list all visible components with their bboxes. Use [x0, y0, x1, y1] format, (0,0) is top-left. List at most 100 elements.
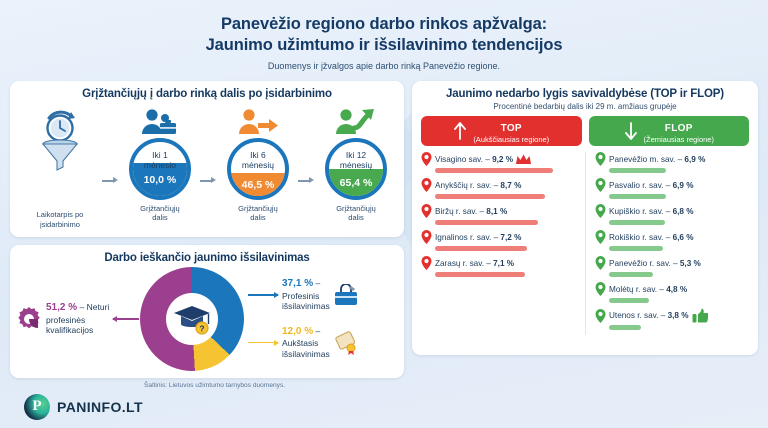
toolbox-icon [334, 284, 357, 306]
education-legend-item-0: 51,2 % – Neturi profesinės kvalifikacijo… [46, 302, 109, 336]
list-item-name: Anykščių r. sav. [435, 180, 492, 190]
brand-name: PANINFO.LT [57, 398, 143, 415]
list-item-value: 9,2 % [492, 154, 514, 164]
list-item[interactable]: Molėtų r. sav. – 4,8 % [595, 282, 749, 304]
list-item[interactable]: Pasvalio r. sav. – 6,9 % [595, 178, 749, 200]
flow-stage-3-caption: Grįžtančiųjų dalis [336, 204, 376, 223]
list-item[interactable]: Rokiškio r. sav. – 6,6 % [595, 230, 749, 252]
list-item[interactable]: Kupiškio r. sav. – 6,8 % [595, 204, 749, 226]
list-item-bar [435, 219, 538, 226]
list-item-bar [609, 219, 665, 226]
flop-badge[interactable]: FLOP (Žemiausias regione) [588, 116, 749, 147]
list-item-value: 3,8 % [667, 311, 689, 321]
list-item-value: 8,7 % [500, 180, 522, 190]
flop-badge-label: FLOP [664, 123, 693, 135]
flow-start-caption: Laikotarpis po įsidarbinimo [36, 210, 84, 229]
flop-list: Panevėžio m. sav. – 6,9 % Pasvalio r. sa… [585, 152, 749, 336]
education-connector-2 [248, 342, 278, 344]
map-pin-icon [421, 256, 432, 271]
flow-stage-3-value: 65,4 % [329, 169, 383, 197]
list-item-value: 8,1 % [486, 206, 508, 216]
page-title: Panevėžio regiono darbo rinkos apžvalga:… [0, 14, 768, 56]
list-item-value: 7,2 % [500, 232, 522, 242]
list-item-value: 4,8 % [666, 284, 688, 294]
education-legend-pct-1: 37,1 % [282, 278, 314, 290]
top-badge[interactable]: TOP (Aukščiausias regione) [421, 116, 582, 147]
list-item-bar [609, 324, 641, 331]
brand-logo[interactable]: P PANINFO.LT [24, 393, 768, 420]
topflop-subtitle: Procentinė bedarbių dalis iki 29 m. amži… [493, 102, 677, 112]
list-item-name: Molėtų r. sav. [609, 284, 658, 294]
list-item-value: 6,6 % [672, 232, 694, 242]
education-chart: 51,2 % – Neturi profesinės kvalifikacijo… [10, 266, 404, 378]
map-pin-icon [421, 204, 432, 219]
map-pin-icon [421, 152, 432, 167]
map-pin-icon [421, 178, 432, 193]
list-item[interactable]: Biržų r. sav. – 8,1 % [421, 204, 579, 226]
list-item[interactable]: Ignalinos r. sav. – 7,2 % [421, 230, 579, 252]
list-item-value: 6,8 % [672, 206, 694, 216]
list-item-bar [609, 271, 653, 278]
topflop-title: Jaunimo nedarbo lygis savivaldybėse (TOP… [446, 88, 724, 101]
map-pin-icon [595, 204, 606, 219]
map-pin-icon [595, 256, 606, 271]
list-item-name: Panevėžio r. sav. [609, 258, 671, 268]
list-item-name: Biržų r. sav. [435, 206, 478, 216]
list-item-value: 6,9 % [684, 154, 706, 164]
education-legend-dash-2: – [315, 325, 321, 336]
education-legend-label-0c: kvalifikacijos [46, 325, 94, 336]
education-connector-0 [113, 318, 140, 320]
flow-arrow-icon [101, 150, 120, 210]
page-header: Panevėžio regiono darbo rinkos apžvalga:… [0, 0, 768, 71]
flow-arrow-icon [199, 150, 218, 210]
list-item[interactable]: Panevėžio m. sav. – 6,9 % [595, 152, 749, 174]
map-pin-icon [595, 230, 606, 245]
page-subtitle: Duomenys ir įžvalgos apie darbo rinką Pa… [267, 61, 501, 72]
list-item[interactable]: Zarasų r. sav. – 7,1 % [421, 256, 579, 278]
flow-stage-3: Iki 12 mėnesių 65,4 % Grįžtančiųjų dalis [316, 106, 396, 222]
education-legend-label-2b: išsilavinimas [282, 349, 330, 360]
education-title: Darbo ieškančio jaunimo išsilavinimas [104, 251, 310, 264]
education-legend-item-2: 12,0 % – Aukštasis išsilavinimas [248, 326, 368, 360]
top-badge-note: (Aukščiausias regione) [473, 134, 550, 144]
panels-container: Grįžtančiųjų į darbo rinką dalis po įsid… [0, 71, 768, 378]
graduation-cap-question-icon: ? [174, 305, 210, 335]
list-item[interactable]: Utenos r. sav. – 3,8 % [595, 308, 749, 331]
crown-icon [516, 154, 532, 164]
topflop-badges: TOP (Aukščiausias regione) FLOP (Žemiaus… [412, 114, 758, 150]
map-pin-icon [595, 308, 606, 323]
flow-stage-3-label: Iki 12 mėnesių [339, 150, 373, 170]
list-item-value: 6,9 % [672, 180, 694, 190]
list-item-value: 5,3 % [679, 258, 701, 268]
list-item[interactable]: Panevėžio r. sav. – 5,3 % [595, 256, 749, 278]
education-connector-1 [248, 294, 278, 296]
diploma-icon [335, 331, 356, 355]
list-item-bar [609, 245, 663, 252]
list-item-bar [609, 167, 666, 174]
flow-stage-1-label: Iki 1 mėnesio [143, 150, 176, 170]
return-to-work-title: Grįžtančiųjų į darbo rinką dalis po įsid… [82, 88, 332, 101]
list-item[interactable]: Anykščių r. sav. – 8,7 % [421, 178, 579, 200]
list-item-bar [435, 245, 527, 252]
flow-stage-2: Iki 6 mėnesių 46,5 % Grįžtančiųjų dalis [218, 106, 298, 222]
right-column: Jaunimo nedarbo lygis savivaldybėse (TOP… [412, 81, 758, 378]
map-pin-icon [421, 230, 432, 245]
flow-arrow-icon [297, 150, 316, 210]
svg-text:?: ? [199, 323, 204, 333]
list-item-name: Pasvalio r. sav. [609, 180, 664, 190]
education-legend-dash-0: – [79, 302, 85, 313]
source-note: Šaltinis: Lietuvos užimtumo tarnybos duo… [144, 381, 286, 389]
list-item-name: Visagino sav. [435, 154, 483, 164]
list-item-name: Kupiškio r. sav. [609, 206, 664, 216]
list-item-name: Zarasų r. sav. [435, 258, 484, 268]
education-legend-label-2a: Aukštasis [282, 338, 319, 349]
education-card: Darbo ieškančio jaunimo išsilavinimas 51… [10, 244, 404, 378]
list-item-bar [435, 193, 545, 200]
flow-stage-1-ring: Iki 1 mėnesio 10,0 % [128, 138, 191, 201]
list-item-bar [609, 193, 666, 200]
list-item[interactable]: Visagino sav. – 9,2 % [421, 152, 579, 174]
list-item-bar [435, 271, 525, 278]
list-item-bar [609, 297, 649, 304]
flow-stage-1: Iki 1 mėnesio 10,0 % Grįžtančiųjų dalis [120, 106, 200, 222]
map-pin-icon [595, 178, 606, 193]
